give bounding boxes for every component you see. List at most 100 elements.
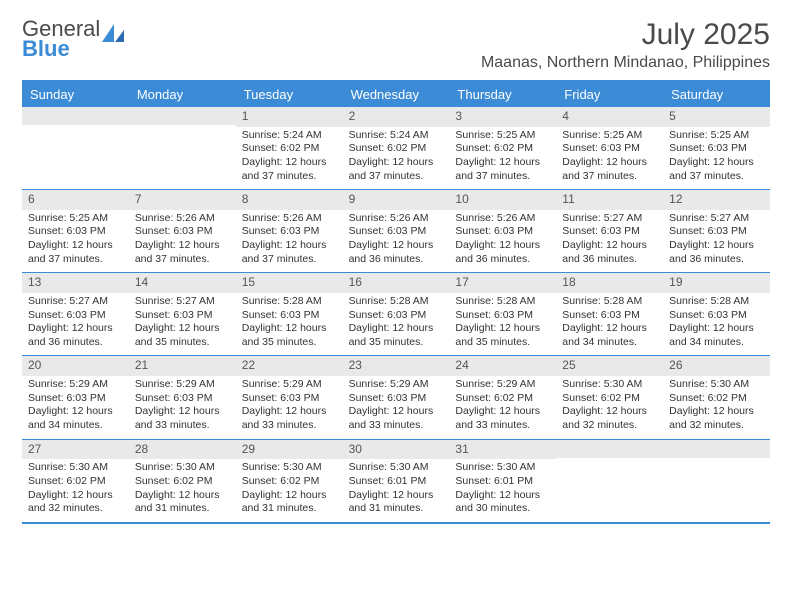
daylight-text: Daylight: 12 hours and 30 minutes.	[455, 489, 550, 516]
day-cell: 31Sunrise: 5:30 AMSunset: 6:01 PMDayligh…	[449, 439, 556, 522]
day-number-empty	[129, 107, 236, 125]
day-number: 18	[556, 273, 663, 293]
day-number: 29	[236, 440, 343, 460]
day-cell: 6Sunrise: 5:25 AMSunset: 6:03 PMDaylight…	[22, 189, 129, 272]
sunrise-text: Sunrise: 5:30 AM	[669, 378, 764, 392]
day-number: 1	[236, 107, 343, 127]
sunrise-text: Sunrise: 5:27 AM	[562, 212, 657, 226]
sunrise-text: Sunrise: 5:25 AM	[562, 129, 657, 143]
sunset-text: Sunset: 6:02 PM	[349, 142, 444, 156]
sunset-text: Sunset: 6:03 PM	[135, 309, 230, 323]
brand-logo: General Blue	[22, 18, 126, 60]
daylight-text: Daylight: 12 hours and 36 minutes.	[349, 239, 444, 266]
day-number: 20	[22, 356, 129, 376]
day-number: 15	[236, 273, 343, 293]
day-info: Sunrise: 5:26 AMSunset: 6:03 PMDaylight:…	[449, 212, 556, 267]
day-info: Sunrise: 5:27 AMSunset: 6:03 PMDaylight:…	[663, 212, 770, 267]
daylight-text: Daylight: 12 hours and 37 minutes.	[135, 239, 230, 266]
sunrise-text: Sunrise: 5:30 AM	[242, 461, 337, 475]
sunrise-text: Sunrise: 5:28 AM	[562, 295, 657, 309]
day-info: Sunrise: 5:30 AMSunset: 6:01 PMDaylight:…	[449, 461, 556, 516]
day-info: Sunrise: 5:30 AMSunset: 6:02 PMDaylight:…	[129, 461, 236, 516]
sunrise-text: Sunrise: 5:27 AM	[669, 212, 764, 226]
sunrise-text: Sunrise: 5:29 AM	[28, 378, 123, 392]
sunrise-text: Sunrise: 5:24 AM	[242, 129, 337, 143]
sunset-text: Sunset: 6:02 PM	[28, 475, 123, 489]
sail-icon	[100, 22, 126, 49]
daylight-text: Daylight: 12 hours and 35 minutes.	[349, 322, 444, 349]
day-info: Sunrise: 5:26 AMSunset: 6:03 PMDaylight:…	[129, 212, 236, 267]
sunset-text: Sunset: 6:01 PM	[455, 475, 550, 489]
day-info: Sunrise: 5:25 AMSunset: 6:03 PMDaylight:…	[663, 129, 770, 184]
sunrise-text: Sunrise: 5:25 AM	[28, 212, 123, 226]
sunset-text: Sunset: 6:03 PM	[669, 309, 764, 323]
day-number: 27	[22, 440, 129, 460]
day-cell: 23Sunrise: 5:29 AMSunset: 6:03 PMDayligh…	[343, 355, 450, 438]
sunrise-text: Sunrise: 5:28 AM	[669, 295, 764, 309]
day-info: Sunrise: 5:25 AMSunset: 6:03 PMDaylight:…	[22, 212, 129, 267]
daylight-text: Daylight: 12 hours and 37 minutes.	[242, 239, 337, 266]
weekday-label: Saturday	[663, 82, 770, 107]
day-number: 26	[663, 356, 770, 376]
day-cell: 11Sunrise: 5:27 AMSunset: 6:03 PMDayligh…	[556, 189, 663, 272]
day-cell: 16Sunrise: 5:28 AMSunset: 6:03 PMDayligh…	[343, 272, 450, 355]
daylight-text: Daylight: 12 hours and 32 minutes.	[562, 405, 657, 432]
day-number: 17	[449, 273, 556, 293]
day-cell	[663, 439, 770, 522]
day-info: Sunrise: 5:26 AMSunset: 6:03 PMDaylight:…	[343, 212, 450, 267]
sunrise-text: Sunrise: 5:26 AM	[242, 212, 337, 226]
sunset-text: Sunset: 6:03 PM	[242, 225, 337, 239]
day-cell: 15Sunrise: 5:28 AMSunset: 6:03 PMDayligh…	[236, 272, 343, 355]
day-number-empty	[556, 440, 663, 458]
daylight-text: Daylight: 12 hours and 35 minutes.	[242, 322, 337, 349]
day-number: 9	[343, 190, 450, 210]
sunrise-text: Sunrise: 5:25 AM	[669, 129, 764, 143]
sunset-text: Sunset: 6:02 PM	[135, 475, 230, 489]
sunset-text: Sunset: 6:02 PM	[242, 142, 337, 156]
daylight-text: Daylight: 12 hours and 37 minutes.	[349, 156, 444, 183]
daylight-text: Daylight: 12 hours and 36 minutes.	[562, 239, 657, 266]
sunset-text: Sunset: 6:03 PM	[135, 225, 230, 239]
day-number: 19	[663, 273, 770, 293]
sunrise-text: Sunrise: 5:29 AM	[349, 378, 444, 392]
sunset-text: Sunset: 6:03 PM	[349, 392, 444, 406]
sunrise-text: Sunrise: 5:26 AM	[455, 212, 550, 226]
day-info: Sunrise: 5:30 AMSunset: 6:02 PMDaylight:…	[663, 378, 770, 433]
day-number-empty	[22, 107, 129, 125]
sunrise-text: Sunrise: 5:30 AM	[455, 461, 550, 475]
weekday-label: Monday	[129, 82, 236, 107]
day-info: Sunrise: 5:29 AMSunset: 6:03 PMDaylight:…	[22, 378, 129, 433]
day-cell	[129, 107, 236, 189]
sunrise-text: Sunrise: 5:30 AM	[28, 461, 123, 475]
day-info: Sunrise: 5:27 AMSunset: 6:03 PMDaylight:…	[22, 295, 129, 350]
day-info: Sunrise: 5:24 AMSunset: 6:02 PMDaylight:…	[343, 129, 450, 184]
sunset-text: Sunset: 6:02 PM	[242, 475, 337, 489]
sunrise-text: Sunrise: 5:28 AM	[242, 295, 337, 309]
daylight-text: Daylight: 12 hours and 33 minutes.	[455, 405, 550, 432]
brand-bottom: Blue	[22, 38, 100, 60]
daylight-text: Daylight: 12 hours and 37 minutes.	[562, 156, 657, 183]
daylight-text: Daylight: 12 hours and 31 minutes.	[242, 489, 337, 516]
day-info: Sunrise: 5:27 AMSunset: 6:03 PMDaylight:…	[556, 212, 663, 267]
location-text: Maanas, Northern Mindanao, Philippines	[481, 54, 770, 72]
day-info: Sunrise: 5:25 AMSunset: 6:03 PMDaylight:…	[556, 129, 663, 184]
day-number: 5	[663, 107, 770, 127]
sunrise-text: Sunrise: 5:26 AM	[349, 212, 444, 226]
day-cell: 30Sunrise: 5:30 AMSunset: 6:01 PMDayligh…	[343, 439, 450, 522]
day-number: 2	[343, 107, 450, 127]
day-number: 10	[449, 190, 556, 210]
sunset-text: Sunset: 6:03 PM	[562, 142, 657, 156]
day-number: 31	[449, 440, 556, 460]
day-number: 13	[22, 273, 129, 293]
sunrise-text: Sunrise: 5:25 AM	[455, 129, 550, 143]
sunset-text: Sunset: 6:03 PM	[349, 309, 444, 323]
day-number: 3	[449, 107, 556, 127]
brand-text: General Blue	[22, 18, 100, 60]
day-number: 25	[556, 356, 663, 376]
weekday-label: Sunday	[22, 82, 129, 107]
sunset-text: Sunset: 6:03 PM	[242, 392, 337, 406]
day-cell: 5Sunrise: 5:25 AMSunset: 6:03 PMDaylight…	[663, 107, 770, 189]
day-number-empty	[663, 440, 770, 458]
sunset-text: Sunset: 6:02 PM	[669, 392, 764, 406]
day-info: Sunrise: 5:30 AMSunset: 6:02 PMDaylight:…	[556, 378, 663, 433]
